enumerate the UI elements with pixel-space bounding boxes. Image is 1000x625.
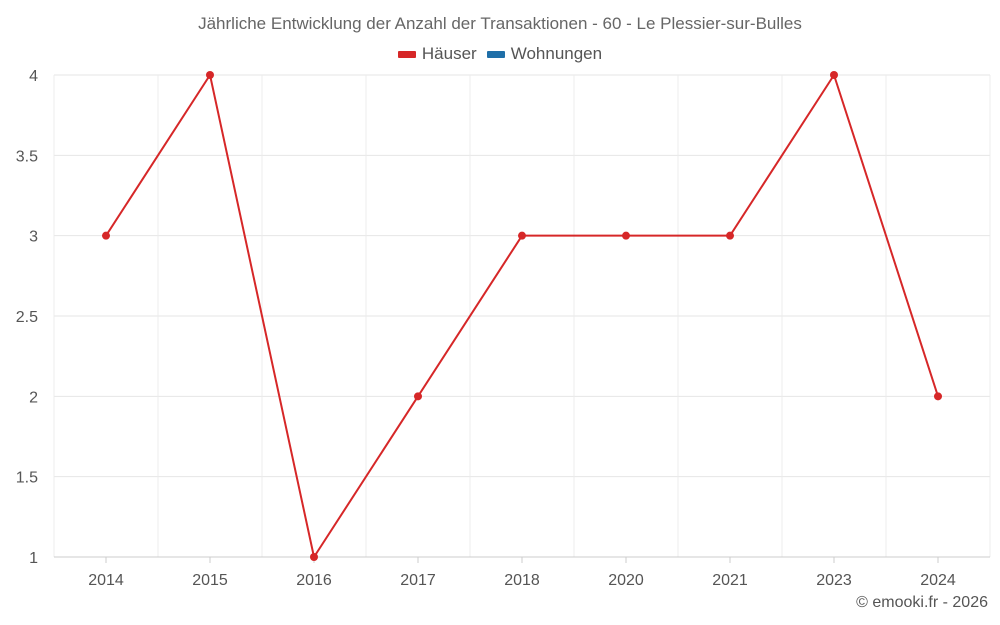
y-tick-label: 2 [29, 389, 38, 406]
legend-label-haeuser: Häuser [421, 44, 477, 63]
data-point [726, 231, 734, 240]
x-tick-label: 2017 [400, 572, 436, 589]
y-tick-label: 1.5 [16, 470, 38, 487]
credit-text: © emooki.fr - 2026 [856, 594, 988, 611]
legend-item-wohnungen[interactable]: Wohnungen [486, 44, 603, 64]
x-tick-label: 2020 [608, 572, 644, 589]
legend-item-haeuser[interactable]: Häuser [397, 44, 477, 64]
x-tick-label: 2021 [712, 572, 748, 589]
data-point [102, 231, 110, 240]
y-tick-label: 2.5 [16, 309, 38, 326]
y-tick-label: 3 [29, 229, 38, 246]
legend: Häuser Wohnungen [0, 44, 1000, 64]
x-tick-label: 2014 [88, 572, 124, 589]
y-tick-label: 4 [29, 68, 38, 85]
legend-swatch-haeuser [397, 50, 416, 58]
x-tick-label: 2018 [504, 572, 540, 589]
chart-title: Jährliche Entwicklung der Anzahl der Tra… [198, 14, 802, 33]
x-tick-label: 2015 [192, 572, 228, 589]
legend-label-wohnungen: Wohnungen [510, 44, 603, 63]
data-point [310, 553, 318, 561]
x-tick-label: 2016 [296, 572, 332, 589]
legend-swatch-wohnungen [486, 50, 505, 58]
y-tick-label: 1 [29, 550, 38, 567]
y-tick-label: 3.5 [16, 148, 38, 165]
data-point [934, 392, 942, 401]
data-point [518, 231, 526, 240]
data-point [830, 71, 838, 79]
data-point [206, 71, 214, 79]
data-point [414, 392, 422, 401]
x-tick-label: 2023 [816, 572, 852, 589]
data-point [622, 231, 630, 240]
x-tick-label: 2024 [920, 572, 956, 589]
